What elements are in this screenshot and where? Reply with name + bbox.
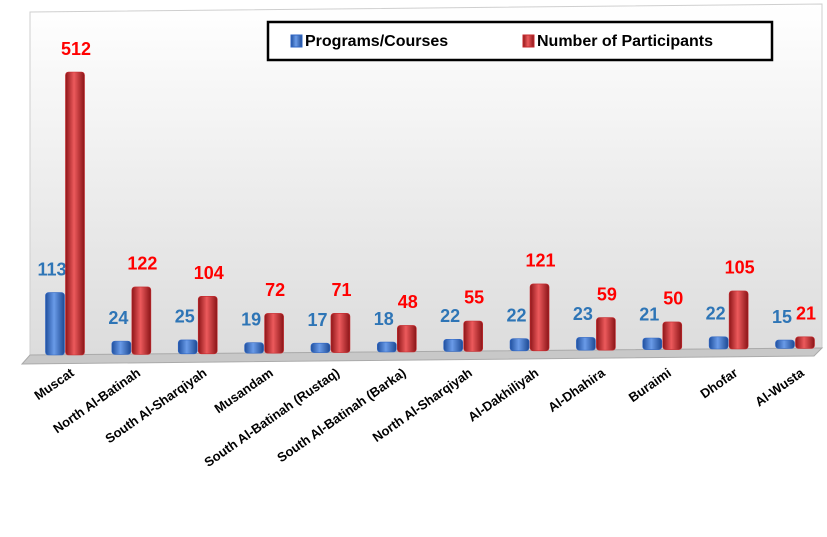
x-tick-label: South Al-Batinah (Barka)	[274, 365, 408, 465]
value-label: 50	[663, 289, 683, 309]
value-label: 105	[725, 258, 755, 278]
bar	[397, 325, 417, 353]
bar	[197, 296, 218, 355]
value-label: 121	[526, 251, 556, 271]
value-label: 71	[331, 280, 351, 300]
value-label: 24	[108, 308, 128, 328]
legend-swatch	[522, 34, 535, 48]
bar	[576, 337, 596, 351]
x-tick-label: Musandam	[212, 365, 276, 416]
value-label: 122	[127, 254, 157, 274]
value-label: 512	[61, 39, 91, 59]
bar	[662, 321, 683, 350]
value-label: 72	[265, 280, 285, 300]
bar	[596, 317, 616, 351]
value-label: 22	[507, 305, 527, 325]
x-tick-label: Muscat	[31, 365, 77, 403]
bar	[728, 290, 749, 350]
value-label: 18	[374, 309, 394, 329]
value-label: 55	[464, 288, 484, 308]
value-label: 23	[573, 304, 593, 324]
legend-swatch	[290, 34, 303, 48]
value-label: 19	[241, 309, 261, 329]
bar	[131, 286, 152, 355]
bar	[244, 342, 264, 354]
bar	[443, 338, 463, 352]
value-label: 22	[440, 306, 460, 326]
bar	[264, 313, 284, 354]
floor	[20, 347, 824, 365]
x-tick-label: Buraimi	[626, 365, 674, 405]
bar	[642, 337, 663, 350]
value-label: 21	[796, 304, 816, 324]
x-tick-label: Al-Dakhiliyah	[465, 365, 541, 425]
bar	[310, 342, 331, 353]
value-label: 21	[639, 305, 659, 325]
bar	[463, 320, 483, 352]
bar	[529, 283, 550, 352]
x-tick-label: South Al-Batinah (Rustaq)	[201, 365, 342, 470]
bar	[177, 339, 198, 355]
legend-box	[266, 20, 774, 62]
value-label: 113	[37, 259, 66, 279]
value-label: 104	[194, 263, 224, 283]
value-label: 25	[175, 307, 195, 327]
value-label: 15	[772, 307, 792, 327]
value-label: 17	[307, 310, 327, 330]
value-label: 22	[706, 304, 726, 324]
legend: Programs/Courses Number of Participants	[266, 20, 774, 62]
legend-label: Number of Participants	[537, 33, 713, 50]
x-tick-label: Dhofar	[697, 365, 740, 401]
bar	[509, 338, 530, 352]
bar	[775, 339, 795, 349]
legend-label: Programs/Courses	[305, 33, 448, 50]
bar	[708, 336, 729, 350]
bar	[65, 71, 85, 356]
x-tick-label: Al-Dhahira	[545, 365, 608, 415]
bar	[45, 292, 65, 356]
value-label: 48	[398, 292, 418, 312]
bar	[795, 336, 815, 349]
bar	[111, 340, 132, 355]
value-label: 59	[597, 284, 617, 304]
bar	[330, 313, 351, 353]
bar	[377, 341, 397, 353]
x-tick-label: Al-Wusta	[752, 365, 807, 410]
